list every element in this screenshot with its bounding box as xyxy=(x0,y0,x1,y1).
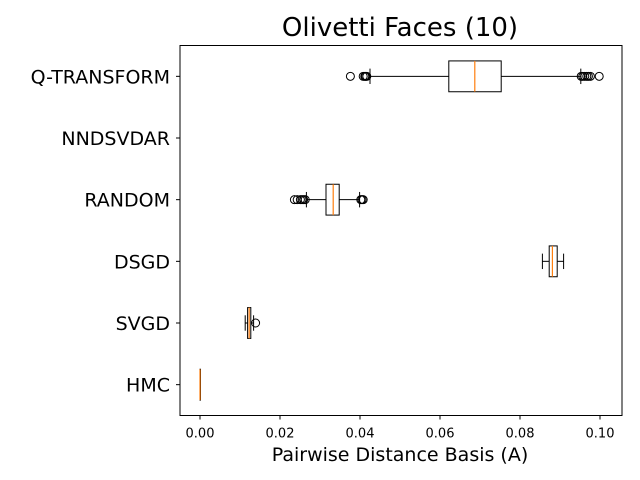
plot-frame xyxy=(179,45,623,416)
outlier-point xyxy=(362,71,372,81)
x-tick-label: 0.00 xyxy=(186,427,215,442)
x-tick-label: 0.06 xyxy=(426,427,455,442)
box xyxy=(548,245,558,278)
y-tick-label: SVGD xyxy=(116,313,170,335)
axes: Q-TRANSFORM NNDSVDAR RANDOM DSGD SVGD HMC 0.00… xyxy=(31,66,615,441)
box-group xyxy=(345,60,604,93)
box-group xyxy=(289,183,368,216)
outlier-point xyxy=(358,195,368,205)
box-group xyxy=(244,307,261,339)
box-group xyxy=(199,368,201,401)
outlier-point xyxy=(345,71,355,81)
chart-title: Olivetti Faces (10) xyxy=(282,13,518,43)
outlier-point xyxy=(300,195,310,205)
x-tick-label: 0.02 xyxy=(266,427,295,442)
y-tick-label: Q-TRANSFORM xyxy=(31,66,170,88)
y-tick-label: RANDOM xyxy=(84,190,170,212)
x-tick-label: 0.04 xyxy=(346,427,375,442)
outlier-point xyxy=(594,71,604,81)
x-axis-label: Pairwise Distance Basis (A) xyxy=(272,444,529,466)
box-group xyxy=(541,245,565,278)
plot-area xyxy=(199,60,604,401)
y-tick-label: DSGD xyxy=(114,251,170,273)
x-tick-label: 0.08 xyxy=(506,427,535,442)
outlier-point xyxy=(251,318,261,328)
x-tick-label: 0.10 xyxy=(586,427,615,442)
y-tick-label: NNDSVDAR xyxy=(61,128,170,150)
y-tick-label: HMC xyxy=(126,375,170,397)
outlier-point xyxy=(585,71,595,81)
